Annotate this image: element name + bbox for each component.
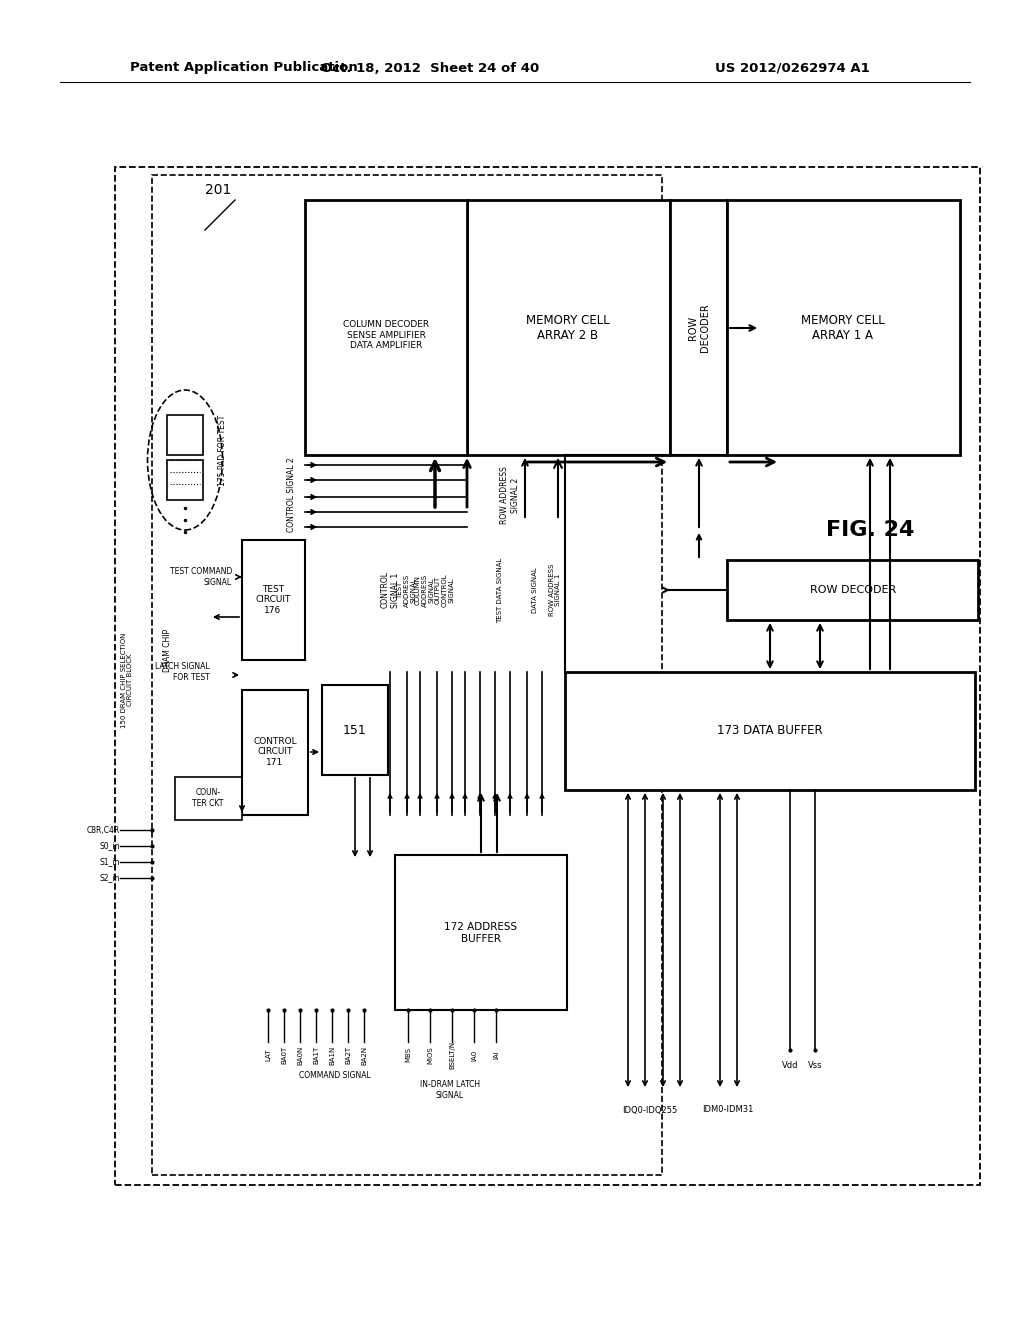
Bar <box>115 168 980 1185</box>
Bar <box>167 414 203 455</box>
Text: Vss: Vss <box>808 1060 822 1069</box>
Text: 172 ADDRESS
BUFFER: 172 ADDRESS BUFFER <box>444 923 517 944</box>
Text: MBS: MBS <box>406 1048 411 1063</box>
Text: CONTROL
CIRCUIT
171: CONTROL CIRCUIT 171 <box>253 737 297 767</box>
Text: TEST COMMAND
SIGNAL: TEST COMMAND SIGNAL <box>170 568 232 586</box>
Text: C8R,C4R: C8R,C4R <box>87 825 120 834</box>
Text: DATA SIGNAL: DATA SIGNAL <box>532 568 538 612</box>
Text: MIOS: MIOS <box>427 1047 433 1064</box>
Bar <box>242 690 308 814</box>
Text: ROW ADDRESS
SIGNAL 2: ROW ADDRESS SIGNAL 2 <box>501 466 520 524</box>
Text: 201: 201 <box>205 183 231 197</box>
Text: 173 DATA BUFFER: 173 DATA BUFFER <box>717 725 823 738</box>
Bar <box>727 201 961 455</box>
Bar <box>305 201 467 455</box>
Text: BA0T: BA0T <box>281 1045 287 1064</box>
Text: Vdd: Vdd <box>781 1060 799 1069</box>
Bar <box>565 672 975 789</box>
Text: S2_in: S2_in <box>99 874 120 883</box>
Bar <box>670 201 727 455</box>
Text: TEST
ADDRESS
SIGNAL: TEST ADDRESS SIGNAL <box>397 573 417 607</box>
Bar <box>167 459 203 500</box>
Bar <box>152 176 662 1175</box>
Text: CONTROL
SIGNAL 1: CONTROL SIGNAL 1 <box>380 572 399 609</box>
Bar <box>727 560 978 620</box>
Text: S1_in: S1_in <box>99 858 120 866</box>
Text: IA0: IA0 <box>471 1049 477 1061</box>
Text: IDQ0-IDQ255: IDQ0-IDQ255 <box>623 1106 678 1114</box>
Text: BA2T: BA2T <box>345 1045 351 1064</box>
Bar <box>395 855 567 1010</box>
Text: 151: 151 <box>343 723 367 737</box>
Text: OUTPUT
CONTROL
SIGNAL: OUTPUT CONTROL SIGNAL <box>435 573 455 607</box>
Text: COLUMN
ADDRESS
SIGNAL: COLUMN ADDRESS SIGNAL <box>415 573 435 607</box>
Text: ROW
DECODER: ROW DECODER <box>688 304 710 352</box>
Text: Oct. 18, 2012  Sheet 24 of 40: Oct. 18, 2012 Sheet 24 of 40 <box>321 62 539 74</box>
Text: LATCH SIGNAL
FOR TEST: LATCH SIGNAL FOR TEST <box>156 663 210 681</box>
Text: BA1N: BA1N <box>329 1045 335 1065</box>
Text: Patent Application Publication: Patent Application Publication <box>130 62 357 74</box>
Text: 175 PAD FOR TEST: 175 PAD FOR TEST <box>218 414 227 486</box>
Text: 150 DRAM CHIP SELECTION
CIRCUIT BLOCK: 150 DRAM CHIP SELECTION CIRCUIT BLOCK <box>121 632 133 727</box>
Bar <box>467 201 670 455</box>
Text: US 2012/0262974 A1: US 2012/0262974 A1 <box>715 62 870 74</box>
Text: MEMORY CELL
ARRAY 1 A: MEMORY CELL ARRAY 1 A <box>801 314 885 342</box>
Text: BA0N: BA0N <box>297 1045 303 1065</box>
Text: MEMORY CELL
ARRAY 2 B: MEMORY CELL ARRAY 2 B <box>526 314 610 342</box>
Text: COMMAND SIGNAL: COMMAND SIGNAL <box>299 1071 371 1080</box>
Text: TEST DATA SIGNAL: TEST DATA SIGNAL <box>497 557 503 623</box>
Text: COLUMN DECODER
SENSE AMPLIFIER
DATA AMPLIFIER: COLUMN DECODER SENSE AMPLIFIER DATA AMPL… <box>343 321 429 350</box>
Text: FIG. 24: FIG. 24 <box>825 520 914 540</box>
Text: BSELT/N: BSELT/N <box>449 1041 455 1069</box>
Text: CONTROL SIGNAL 2: CONTROL SIGNAL 2 <box>288 458 297 532</box>
Text: LAT: LAT <box>265 1049 271 1061</box>
Bar <box>322 685 388 775</box>
Text: TEST
CIRCUIT
176: TEST CIRCUIT 176 <box>255 585 291 615</box>
Text: DRAM CHIP: DRAM CHIP <box>164 628 172 672</box>
Text: ROW ADDRESS
SIGNAL 1: ROW ADDRESS SIGNAL 1 <box>549 564 561 616</box>
Text: IAi: IAi <box>493 1051 499 1060</box>
Text: ROW DECODER: ROW DECODER <box>810 585 896 595</box>
Text: IN-DRAM LATCH
SIGNAL: IN-DRAM LATCH SIGNAL <box>420 1080 480 1100</box>
Text: S0_in: S0_in <box>99 842 120 850</box>
Text: COUN-
TER CKT: COUN- TER CKT <box>193 788 223 808</box>
Text: BA1T: BA1T <box>313 1045 319 1064</box>
Text: IDM0-IDM31: IDM0-IDM31 <box>702 1106 754 1114</box>
Text: BA2N: BA2N <box>361 1045 367 1064</box>
Bar <box>242 540 305 660</box>
Bar <box>175 777 242 820</box>
